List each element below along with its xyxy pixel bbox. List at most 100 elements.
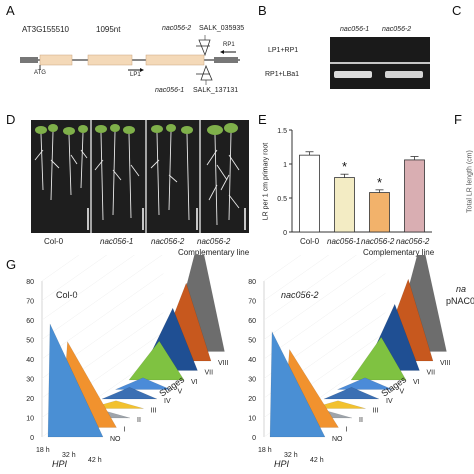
g-y-tick-label: 40 (248, 357, 256, 364)
chart-e-significance: * (377, 175, 382, 190)
gene-exon-3 (145, 54, 205, 66)
g-stage-tick-label: VI (191, 379, 198, 386)
g-gridline (41, 255, 163, 340)
gene-id: AT3G155510 (22, 25, 69, 34)
chart-e-ytick-label: 0.5 (277, 196, 287, 203)
g-y-tick-label: 60 (26, 318, 34, 325)
panel-letter-e: E (258, 112, 267, 127)
g-y-tick-label: 0 (30, 435, 34, 442)
nac056-2-salk-label: SALK_035935 (199, 25, 245, 32)
g-stage-tick-label: NO (110, 436, 121, 443)
chart-e-complementary-label: Complementary line (363, 248, 435, 257)
g-stage-tick-label: V (400, 389, 405, 396)
g-stage-surface (323, 387, 380, 400)
scale-bars (87, 208, 246, 230)
g-y-tick-label: 0 (252, 435, 256, 442)
g-y-tick-label: 30 (248, 377, 256, 384)
g-hpi-tick-label: 42 h (310, 457, 324, 464)
lp1-arrowhead (140, 68, 144, 72)
nac056-2-allele-label: nac056-2 (162, 25, 192, 32)
g-gridline (263, 273, 386, 360)
g-y-tick-label: 60 (248, 318, 256, 325)
chart-e-cat-0: Col-0 (300, 237, 320, 246)
chart-e-ytick-label: 1.5 (277, 128, 287, 135)
seedling-photo (31, 120, 249, 233)
g-edge-text-1: na (456, 284, 467, 294)
g-stage-tick-label: II (137, 417, 141, 424)
g-stage-tick-label: I (124, 427, 126, 434)
g-y-tick-label: 10 (248, 416, 256, 423)
gel-image (330, 37, 430, 89)
g-y-tick-label: 80 (248, 279, 256, 286)
g-stage-tick-label: III (373, 408, 379, 415)
g-gridline (41, 255, 108, 301)
g-gridline (41, 255, 135, 321)
g-hpi-tick-label: 42 h (88, 457, 102, 464)
chart-e-significance: * (342, 159, 347, 174)
g-edge-text-2: pNAC0 (446, 296, 474, 306)
g-stage-surface (269, 331, 326, 438)
photo-label-nac056-2: nac056-2 (151, 237, 185, 246)
panel-letter-g: G (6, 257, 17, 272)
g-stage-tick-label: NO (332, 436, 343, 443)
g-gridline (263, 255, 302, 282)
gene-structure-diagram (20, 35, 240, 85)
gel-col-label-2: nac056-2 (382, 26, 412, 33)
g-y-tick-label: 70 (26, 299, 34, 306)
rp1-arrowhead (220, 50, 224, 54)
gel-row-label-2: RP1+LBa1 (265, 71, 300, 78)
g-stage-tick-label: III (151, 408, 157, 415)
g-gridline (263, 255, 330, 301)
g-stage-tick-label: VIII (218, 360, 229, 367)
g-gridline (41, 255, 80, 282)
gel-band-nac056-1 (334, 71, 372, 78)
g-hpi-tick-label: 18 h (36, 447, 50, 454)
chart-e-cat-3: nac056-2 (396, 237, 430, 246)
chart-e-ytick-label: 0 (283, 230, 287, 237)
g-y-tick-label: 80 (26, 279, 34, 286)
panel-letter-a: A (6, 3, 15, 18)
g-y-tick-label: 70 (248, 299, 256, 306)
g-y-tick-label: 50 (26, 338, 34, 345)
gene-exon-2 (87, 54, 133, 66)
g-hpi-axis-label: HPI (274, 459, 290, 469)
chart-e-bars: ** (299, 151, 425, 233)
gene-3utr (214, 57, 238, 63)
panel-g-3d-charts: 01020304050607080NOIIIIIIIVVVIVIIVIII18 … (26, 255, 451, 469)
g-hpi-axis-label: HPI (52, 459, 68, 469)
chart-f-ylabel: Total LR length (cm) (466, 150, 474, 213)
g-y-tick-label: 20 (248, 396, 256, 403)
gene-exon-1 (39, 54, 73, 66)
chart-e-cat-2: nac056-2 (361, 237, 395, 246)
panel-letter-b: B (258, 3, 267, 18)
g-y-tick-label: 40 (26, 357, 34, 364)
photo-label-nac056-2-comp: nac056-2 (197, 237, 231, 246)
g-hpi-tick-label: 32 h (62, 452, 76, 459)
photo-label-col0: Col-0 (44, 237, 64, 246)
gene-5utr (20, 57, 38, 63)
photo-complementary-label: Complementary line (178, 248, 250, 257)
g-stage-surface (350, 336, 407, 381)
atg-label: ATG (34, 70, 46, 76)
lp1-label: LP1 (130, 72, 141, 78)
tdna-insert-nac056-2 (198, 39, 211, 57)
tdna-insert-nac056-1 (200, 64, 213, 81)
g-hpi-tick-label: 18 h (258, 447, 272, 454)
g-stage-tick-label: V (178, 389, 183, 396)
chart-e-bar (334, 177, 355, 233)
photo-background (31, 120, 249, 233)
g-stage-tick-label: IV (386, 398, 393, 405)
g-stage-tick-label: II (359, 417, 363, 424)
g-stage-surface (115, 377, 171, 390)
nac056-1-salk-label: SALK_137131 (193, 87, 239, 94)
photo-label-nac056-1: nac056-1 (100, 237, 134, 246)
panel-letter-d: D (6, 112, 16, 127)
panel-letter-c: C (452, 3, 462, 18)
g-y-tick-label: 30 (26, 377, 34, 384)
panel-letter-f: F (454, 112, 462, 127)
chart-e-bar (404, 159, 425, 233)
g-stage-surface (47, 323, 104, 438)
g-right-chart: 01020304050607080NOIIIIIIIVVVIVIIVIII18 … (248, 255, 451, 469)
g-stage-tick-label: VII (205, 370, 214, 377)
gel-row-label-1: LP1+RP1 (268, 47, 299, 54)
